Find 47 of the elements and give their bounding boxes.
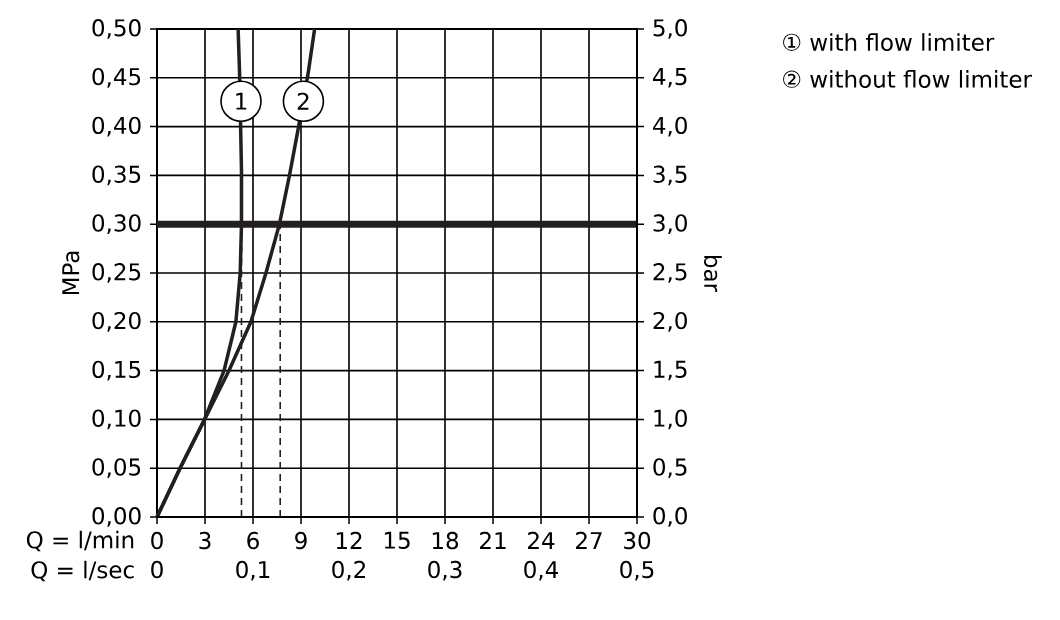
x2-tick-label: 0,5 (620, 560, 654, 581)
y2-tick-label: 1,0 (654, 409, 687, 430)
x-axis-title: Q = l/min (26, 530, 134, 552)
x-tick-label: 27 (576, 531, 602, 549)
x2-axis-title: Q = l/sec (31, 560, 134, 582)
y-tick-label: 0,10 (92, 409, 141, 430)
x-tick-label: 0 (151, 531, 163, 550)
x-tick-label: 18 (432, 531, 459, 550)
y-tick-label: 0,30 (92, 214, 141, 235)
x-tick-label: 24 (528, 531, 555, 549)
text: ② without flow limiter (783, 70, 1032, 88)
x-tick-label: 15 (384, 531, 410, 549)
y-tick-label: 0,05 (92, 458, 141, 479)
y-tick-label: 0,15 (92, 360, 141, 381)
text: ① with flow limiter (783, 33, 995, 51)
y-tick-label: 0,45 (92, 67, 141, 88)
y2-tick-label: 0,5 (653, 458, 687, 479)
x2-tick-label: 0,1 (236, 560, 270, 581)
x2-tick-label: 0,4 (524, 560, 558, 581)
annotation: 1 (236, 92, 247, 110)
x-tick-label: 9 (295, 531, 307, 550)
x-tick-label: 30 (624, 531, 651, 550)
y2-tick-label: 1,5 (654, 360, 687, 381)
x2-tick-label: 0 (151, 560, 163, 579)
x2-tick-label: 0,2 (332, 560, 365, 581)
x-tick-label: 21 (480, 531, 506, 549)
y-tick-label: 0,35 (92, 165, 141, 186)
y2-tick-label: 0,0 (653, 507, 687, 527)
y2-tick-label: 3,5 (653, 165, 687, 186)
x-tick-label: 12 (336, 531, 362, 549)
x-tick-label: 3 (199, 531, 211, 550)
y2-tick-label: 2,5 (653, 263, 687, 283)
y-tick-label: 0,25 (92, 263, 141, 283)
y2-tick-label: 5,0 (653, 19, 687, 39)
annotation: 2 (297, 92, 309, 110)
y-tick-label: 0,00 (92, 507, 141, 527)
y2-tick-label: 4,0 (653, 116, 687, 137)
y-tick-label: 0,20 (92, 311, 141, 332)
y-axis-title: MPa (62, 251, 80, 295)
x-tick-label: 6 (247, 531, 259, 550)
y2-tick-label: 3,0 (653, 214, 687, 235)
y2-tick-label: 2,0 (653, 311, 687, 332)
y2-axis-title: bar (703, 256, 722, 293)
y-tick-label: 0,40 (92, 116, 141, 137)
y2-tick-label: 4,5 (653, 68, 687, 88)
y-tick-label: 0,50 (92, 19, 141, 39)
x2-tick-label: 0,3 (428, 560, 462, 581)
